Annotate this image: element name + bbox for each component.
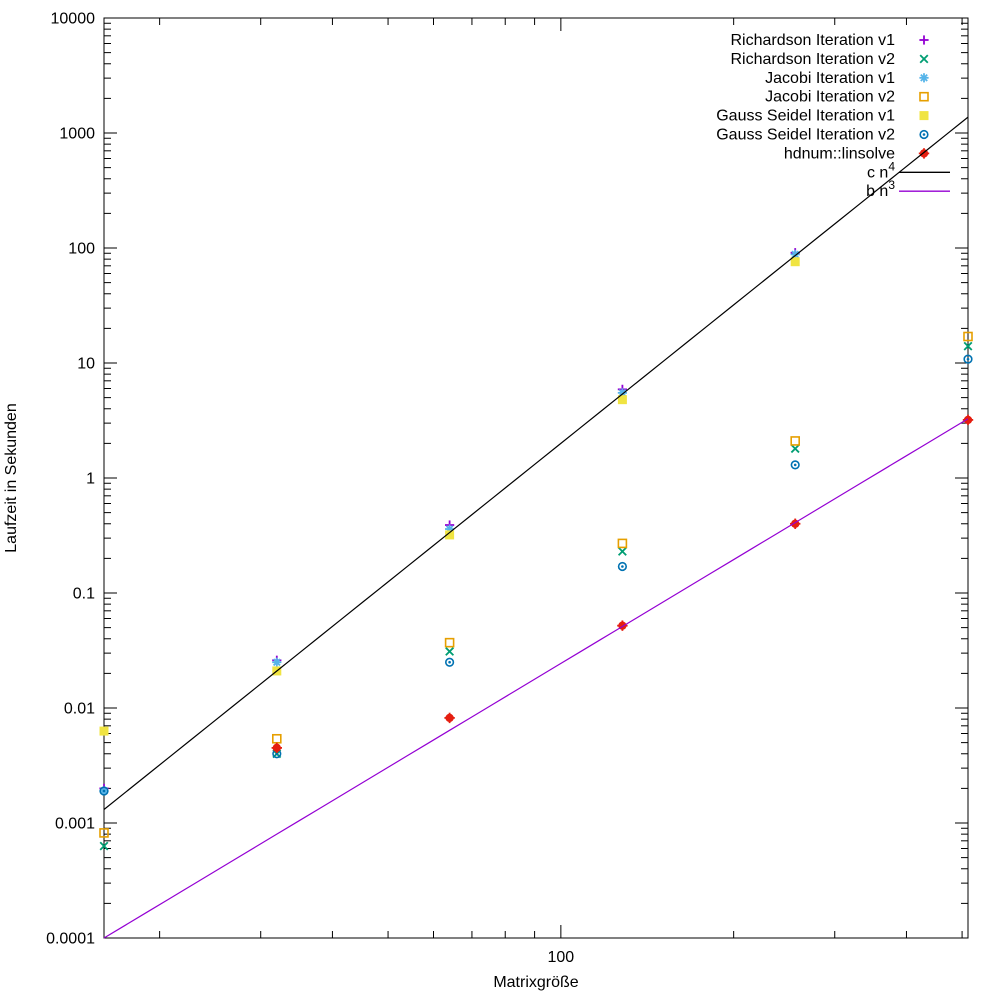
data-point-gauss-seidel-v2-n128 [617,561,628,572]
x-axis-label: Matrixgröße [493,974,578,991]
legend-marker-gauss-seidel-v1 [919,111,929,121]
data-point-jacobi-v1-n256 [790,249,800,259]
series-richardson-v1 [99,248,800,793]
data-point-richardson-v2-n16 [99,841,109,851]
data-point-jacobi-v2-n256 [790,436,801,446]
series-gauss-seidel-v1 [99,257,800,736]
legend: Richardson Iteration v1 Richardson Iterat… [716,32,950,200]
data-point-jacobi-v1-n32 [272,657,282,667]
legend-entry-gauss-seidel-v1: Gauss Seidel Iteration v1 [716,108,929,125]
data-point-richardson-v2-n512 [963,341,973,351]
legend-label-hdnum-linsolve: hdnum::linsolve [784,145,895,162]
legend-label-b-n3: b n3 [866,178,895,200]
legend-label-c-n4: c n4 [867,159,895,181]
data-point-hdnum-linsolve-n64 [444,712,455,724]
series-richardson-v2 [99,341,973,851]
data-point-richardson-v2-n128 [617,546,627,556]
legend-marker-jacobi-v1 [919,73,929,83]
series-hdnum-linsolve [271,414,974,754]
data-point-gauss-seidel-v1-n16 [99,726,109,736]
data-point-hdnum-linsolve-n512 [962,414,974,426]
y-tick-label: 100 [68,241,95,258]
series-gauss-seidel-v2 [99,354,973,796]
legend-marker-richardson-v2 [919,54,929,64]
y-tick-label: 10 [77,356,95,373]
data-point-gauss-seidel-v2-n256 [790,460,800,470]
function-line-c-n4 [103,116,969,810]
legend-marker-jacobi-v2 [919,91,929,102]
legend-entry-richardson-v2: Richardson Iteration v2 [730,51,929,68]
y-tick-label: 10000 [51,11,96,28]
y-tick-label: 1000 [59,126,95,143]
data-point-gauss-seidel-v2-n64 [445,657,455,667]
data-point-gauss-seidel-v1-n64 [445,530,455,540]
legend-label-jacobi-v2: Jacobi Iteration v2 [765,89,895,106]
legend-entry-jacobi-v2: Jacobi Iteration v2 [765,89,929,106]
legend-entry-gauss-seidel-v2: Gauss Seidel Iteration v2 [716,127,929,144]
data-point-richardson-v2-n64 [445,647,455,656]
data-point-gauss-seidel-v1-n256 [790,257,800,267]
legend-label-richardson-v1: Richardson Iteration v1 [730,32,895,49]
y-axis-label: Laufzeit in Sekunden [3,403,20,552]
y-tick-label: 0.1 [73,586,95,603]
data-point-jacobi-v2-n64 [444,637,455,648]
legend-entry-c-n4: c n4 [867,159,950,181]
legend-marker-richardson-v1 [919,35,929,45]
y-tick-label: 0.0001 [46,931,95,948]
legend-label-gauss-seidel-v1: Gauss Seidel Iteration v1 [716,108,895,125]
x-tick-label: 100 [548,949,575,966]
legend-label-richardson-v2: Richardson Iteration v2 [730,51,895,68]
data-point-gauss-seidel-v1-n128 [617,395,627,405]
legend-entry-richardson-v1: Richardson Iteration v1 [730,32,929,49]
legend-entry-jacobi-v1: Jacobi Iteration v1 [765,70,929,87]
data-point-jacobi-v2-n32 [271,733,282,744]
data-point-richardson-v2-n256 [790,444,800,454]
plot-area: 100 10000 1000 100 10 1 0.1 0.01 0.001 0.0001 Rich… [46,11,974,966]
y-tick-label: 0.01 [64,701,95,718]
data-point-gauss-seidel-v2-n16 [99,786,109,796]
data-point-jacobi-v2-n128 [617,538,628,549]
legend-label-jacobi-v1: Jacobi Iteration v1 [765,70,895,87]
legend-entry-hdnum-linsolve: hdnum::linsolve [784,145,930,162]
legend-label-gauss-seidel-v2: Gauss Seidel Iteration v2 [716,127,895,144]
legend-marker-gauss-seidel-v2 [919,129,929,140]
y-tick-label: 1 [86,471,95,488]
data-point-hdnum-linsolve-n32 [271,742,282,754]
function-line-b-n3 [103,418,969,939]
data-point-jacobi-v2-n512 [963,331,973,342]
series-jacobi-v2 [99,331,973,838]
data-point-jacobi-v2-n16 [99,828,109,838]
legend-entry-b-n3: b n3 [866,178,950,200]
data-point-gauss-seidel-v2-n512 [963,354,973,364]
y-tick-label: 0.001 [55,816,95,833]
